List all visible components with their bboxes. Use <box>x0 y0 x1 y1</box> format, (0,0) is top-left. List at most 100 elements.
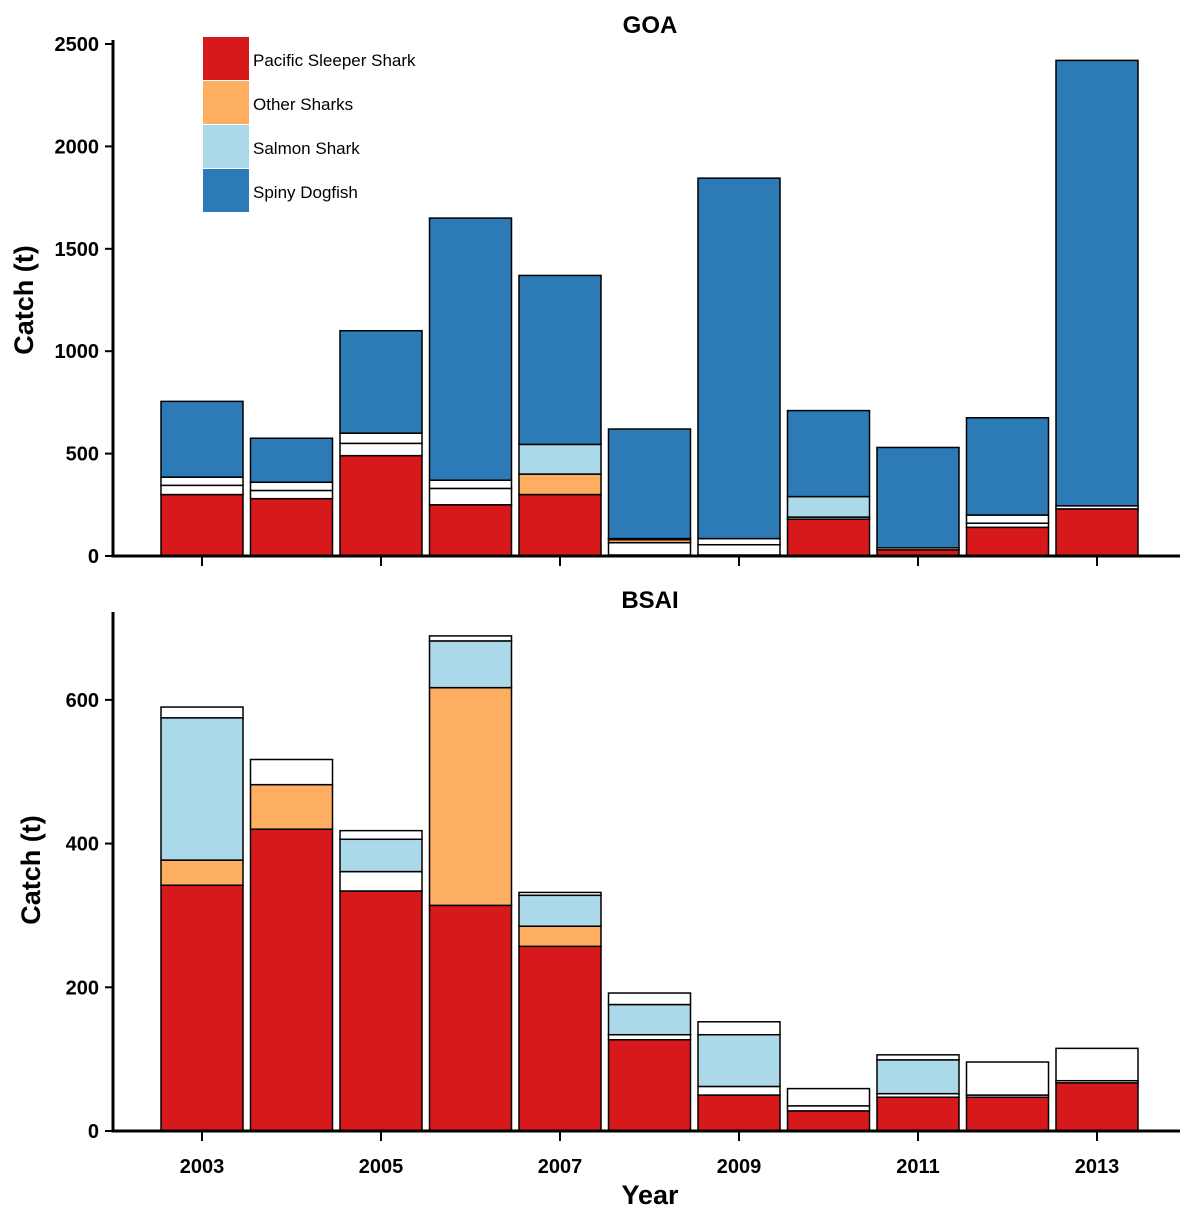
bar-segment-2010-pacific-sleeper-shark <box>786 518 871 557</box>
bar-segment-2005-spiny-dogfish <box>339 329 423 434</box>
bar-segment-2003-pacific-sleeper-shark <box>160 884 244 1132</box>
y-tick-label: 2500 <box>55 34 100 56</box>
bar-segment-2004-spiny-dogfish <box>249 437 334 484</box>
bar-2013 <box>1055 59 1139 557</box>
bar-segment-2004-unlabeled-3 <box>249 481 334 492</box>
bar-segment-2004-unlabeled-1 <box>249 489 334 500</box>
y-axis-label: Catch (t) <box>9 245 39 355</box>
bar-segment-2012-unlabeled-4 <box>965 1061 1050 1096</box>
y-tick-label: 1000 <box>55 341 100 363</box>
bar-2009 <box>697 1021 781 1132</box>
y-tick-label: 0 <box>88 1121 99 1143</box>
x-tick-label: 2005 <box>359 1156 404 1178</box>
bar-segment-2010-spiny-dogfish <box>786 409 871 498</box>
y-tick-label: 2000 <box>55 136 100 158</box>
bar-segment-2007-unlabeled-4 <box>518 891 602 897</box>
bar-segment-2009-salmon-shark <box>697 1033 781 1088</box>
legend: Pacific Sleeper Shark Other Sharks Salmon … <box>203 37 416 212</box>
bar-segment-2003-other-sharks <box>160 859 244 886</box>
panel-title: BSAI <box>621 587 678 614</box>
bar-segment-2007-salmon-shark <box>518 894 602 927</box>
bar-2013 <box>1055 1047 1139 1132</box>
bar-segment-2008-unlabeled-1 <box>607 1033 692 1041</box>
bar-segment-2007-other-sharks <box>518 473 602 496</box>
bar-2007 <box>518 891 602 1132</box>
bar-segment-2007-pacific-sleeper-shark <box>518 945 602 1132</box>
bar-segment-2006-other-sharks <box>428 686 513 907</box>
bar-segment-2004-unlabeled-4 <box>249 758 334 786</box>
bar-segment-2012-unlabeled-3 <box>965 514 1050 524</box>
bar-segment-2004-pacific-sleeper-shark <box>249 497 334 557</box>
bar-segment-2009-unlabeled-4 <box>697 1021 781 1036</box>
legend-swatch-spiny-dogfish <box>203 169 249 212</box>
x-tick-label: 2003 <box>180 1156 225 1178</box>
legend-swatch-other-sharks <box>203 81 249 124</box>
bar-segment-2005-salmon-shark <box>339 838 423 873</box>
bar-segment-2006-unlabeled-1 <box>428 487 513 506</box>
legend-label: Pacific Sleeper Shark <box>253 51 416 70</box>
y-tick-label: 500 <box>66 444 99 466</box>
y-tick-label: 0 <box>88 546 99 568</box>
bar-segment-2008-salmon-shark <box>607 1003 692 1036</box>
bar-segment-2007-other-sharks <box>518 925 602 948</box>
bar-segment-2003-unlabeled-1 <box>160 484 244 496</box>
bar-2003 <box>160 706 244 1132</box>
legend-label: Spiny Dogfish <box>253 183 358 202</box>
bar-segment-2011-spiny-dogfish <box>876 446 960 549</box>
bar-segment-2013-spiny-dogfish <box>1055 59 1139 507</box>
bar-2009 <box>697 177 781 557</box>
bar-2010 <box>786 1087 871 1132</box>
bar-segment-2011-pacific-sleeper-shark <box>876 1096 960 1132</box>
bar-2011 <box>876 1054 960 1132</box>
bar-2006 <box>428 635 513 1132</box>
legend-swatch-salmon-shark <box>203 125 249 168</box>
panel-title: GOA <box>623 12 678 39</box>
bar-segment-2003-spiny-dogfish <box>160 400 244 478</box>
bar-segment-2009-pacific-sleeper-shark <box>697 1094 781 1132</box>
bar-segment-2006-pacific-sleeper-shark <box>428 504 513 557</box>
bar-segment-2010-salmon-shark <box>786 495 871 518</box>
bar-segment-2012-spiny-dogfish <box>965 417 1050 516</box>
bar-segment-2006-salmon-shark <box>428 640 513 689</box>
bar-2008 <box>607 428 692 557</box>
bar-segment-2008-pacific-sleeper-shark <box>607 1038 692 1132</box>
bar-segment-2010-pacific-sleeper-shark <box>786 1110 871 1132</box>
y-tick-label: 1500 <box>55 239 100 261</box>
bar-segment-2009-unlabeled-1 <box>697 1085 781 1096</box>
bar-segment-2005-unlabeled-3 <box>339 432 423 445</box>
bar-segment-2006-spiny-dogfish <box>428 217 513 481</box>
bar-segment-2008-spiny-dogfish <box>607 428 692 540</box>
bar-segment-2009-spiny-dogfish <box>697 177 781 540</box>
bar-segment-2006-unlabeled-3 <box>428 479 513 490</box>
legend-label: Other Sharks <box>253 95 353 114</box>
panel-bsai: BSAI Catch (t) 0 200 400 600 2003 2005 2007 2009 2… <box>16 587 1180 1210</box>
bar-segment-2011-salmon-shark <box>876 1059 960 1095</box>
bar-segment-2009-unlabeled-3 <box>697 537 781 546</box>
bar-segment-2012-pacific-sleeper-shark <box>965 1096 1050 1132</box>
legend-label: Salmon Shark <box>253 139 360 158</box>
bar-2007 <box>518 274 602 557</box>
bar-segment-2010-unlabeled-1 <box>786 1105 871 1112</box>
bar-segment-2012-pacific-sleeper-shark <box>965 526 1050 557</box>
bar-segment-2006-unlabeled-4 <box>428 635 513 642</box>
bar-2011 <box>876 446 960 557</box>
bar-2012 <box>965 417 1050 557</box>
bar-2005 <box>339 329 423 557</box>
bar-segment-2008-unlabeled-1 <box>607 541 692 556</box>
y-tick-label: 600 <box>66 690 99 712</box>
bar-segment-2003-unlabeled-3 <box>160 476 244 487</box>
legend-swatch-pacific-sleeper-shark <box>203 37 249 80</box>
bar-2012 <box>965 1061 1050 1132</box>
bar-2005 <box>339 829 423 1132</box>
bar-segment-2013-unlabeled-4 <box>1055 1047 1139 1082</box>
bar-2006 <box>428 217 513 557</box>
bar-segment-2004-other-sharks <box>249 783 334 830</box>
x-tick-label: 2011 <box>896 1156 939 1178</box>
bar-segment-2009-unlabeled-1 <box>697 543 781 556</box>
bar-segment-2007-pacific-sleeper-shark <box>518 493 602 557</box>
bar-2010 <box>786 409 871 557</box>
bar-segment-2003-salmon-shark <box>160 717 244 861</box>
panel-goa: GOA Catch (t) 0 500 1000 1500 2000 2500 <box>9 12 1180 568</box>
